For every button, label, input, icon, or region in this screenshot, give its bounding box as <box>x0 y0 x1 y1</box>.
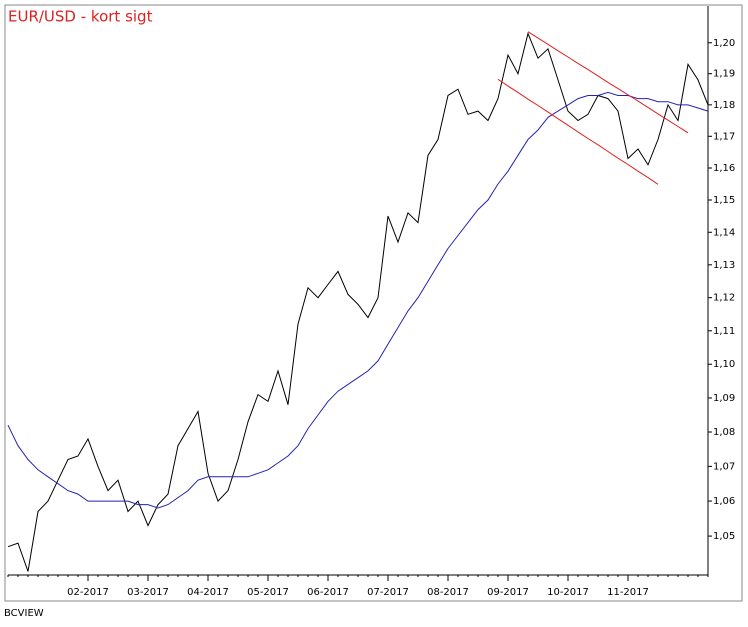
series-line <box>497 78 659 185</box>
x-tick-label: 09-2017 <box>487 587 529 598</box>
source-label: BCVIEW <box>4 608 44 619</box>
series-line <box>7 91 709 509</box>
y-tick-label: 1,20 <box>713 38 735 49</box>
y-tick-label: 1,15 <box>713 195 735 206</box>
x-tick-label: 04-2017 <box>187 587 229 598</box>
chart-title: EUR/USD - kort sigt <box>8 8 153 26</box>
y-tick-label: 1,13 <box>713 260 735 271</box>
x-tick-label: 08-2017 <box>427 587 469 598</box>
y-tick-label: 1,18 <box>713 100 735 111</box>
y-tick-label: 1,10 <box>713 359 735 370</box>
y-tick-label: 1,19 <box>713 69 735 80</box>
y-tick-label: 1,07 <box>713 461 735 472</box>
y-tick-label: 1,08 <box>713 427 735 438</box>
x-tick-label: 03-2017 <box>127 587 169 598</box>
series-line <box>527 31 689 134</box>
y-tick-label: 1,11 <box>713 326 735 337</box>
x-tick-label: 11-2017 <box>607 587 649 598</box>
y-tick-label: 1,17 <box>713 131 735 142</box>
x-tick-label: 05-2017 <box>247 587 289 598</box>
y-tick-label: 1,06 <box>713 496 735 507</box>
y-tick-label: 1,16 <box>713 163 735 174</box>
x-tick-label: 02-2017 <box>67 587 109 598</box>
y-tick-label: 1,12 <box>713 293 735 304</box>
chart-frame <box>4 4 743 602</box>
x-tick-label: 10-2017 <box>547 587 589 598</box>
x-tick-label: 07-2017 <box>367 587 409 598</box>
y-tick-label: 1,05 <box>713 531 735 542</box>
y-tick-label: 1,09 <box>713 393 735 404</box>
x-tick-label: 06-2017 <box>307 587 349 598</box>
y-tick-label: 1,14 <box>713 227 735 238</box>
